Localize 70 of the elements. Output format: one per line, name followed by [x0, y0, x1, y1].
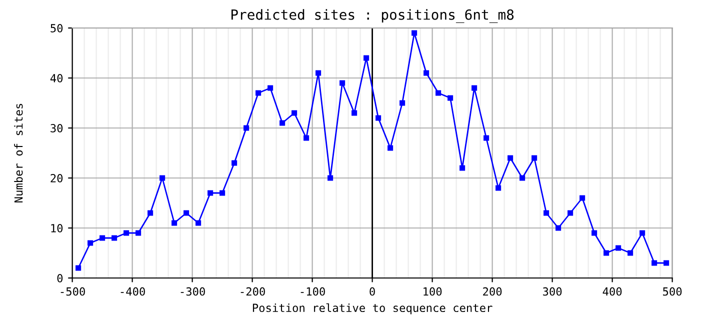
point — [328, 175, 334, 181]
point — [172, 220, 178, 226]
x-tick-label: 200 — [483, 287, 502, 296]
point — [160, 175, 166, 181]
point — [580, 195, 586, 201]
x-tick-label: 0 — [370, 287, 375, 296]
x-tick-label: 500 — [663, 287, 682, 296]
x-tick-label: -400 — [120, 287, 145, 296]
y-tick-label: 30 — [50, 124, 63, 132]
point — [616, 245, 622, 251]
point — [544, 210, 550, 216]
point — [208, 190, 214, 196]
point — [112, 235, 118, 241]
y-tick-label: 20 — [50, 174, 63, 182]
point — [232, 160, 238, 166]
x-tick-label: 400 — [602, 287, 622, 296]
point — [352, 110, 358, 116]
x-tick-label: -500 — [60, 287, 85, 296]
y-axis-title: Number of sites — [14, 104, 23, 202]
point — [196, 220, 202, 226]
x-tick-label: 300 — [543, 287, 562, 296]
point — [244, 125, 250, 131]
point — [340, 80, 346, 86]
point — [256, 90, 262, 96]
point — [100, 235, 106, 241]
point — [424, 70, 430, 76]
point — [472, 85, 478, 91]
point — [448, 95, 454, 101]
point — [148, 210, 154, 216]
x-tick-label: 100 — [424, 287, 442, 296]
y-tick-label: 50 — [50, 24, 63, 32]
point — [292, 110, 298, 116]
point — [136, 230, 142, 236]
point — [460, 165, 466, 171]
point — [436, 90, 442, 96]
x-tick-label: -100 — [300, 287, 325, 296]
point — [556, 225, 562, 231]
x-axis-title: Position relative to sequence center — [252, 303, 492, 314]
point — [568, 210, 574, 216]
y-tick-label: 0 — [57, 274, 63, 282]
point — [604, 250, 610, 256]
x-tick-label: -200 — [240, 287, 265, 296]
point — [652, 260, 658, 266]
point — [304, 135, 310, 141]
point — [508, 155, 514, 161]
point — [280, 120, 286, 126]
point — [412, 30, 418, 36]
point — [268, 85, 274, 91]
point — [484, 135, 490, 141]
point — [364, 55, 370, 61]
point — [496, 185, 502, 191]
point — [400, 100, 406, 106]
point — [664, 260, 670, 266]
point — [520, 175, 526, 181]
point — [592, 230, 598, 236]
point — [640, 230, 646, 236]
point — [388, 145, 394, 151]
point — [88, 240, 94, 246]
point — [220, 190, 226, 196]
point — [76, 265, 82, 271]
chart-title: Predicted sites : positions_6nt_m8 — [231, 9, 514, 23]
point — [628, 250, 634, 256]
y-tick-label: 10 — [51, 224, 63, 232]
point — [376, 115, 382, 121]
x-tick-label: -300 — [180, 287, 205, 296]
point — [532, 155, 538, 161]
y-tick-label: 40 — [50, 74, 63, 82]
point — [184, 210, 190, 216]
point — [124, 230, 130, 236]
point — [316, 70, 322, 76]
